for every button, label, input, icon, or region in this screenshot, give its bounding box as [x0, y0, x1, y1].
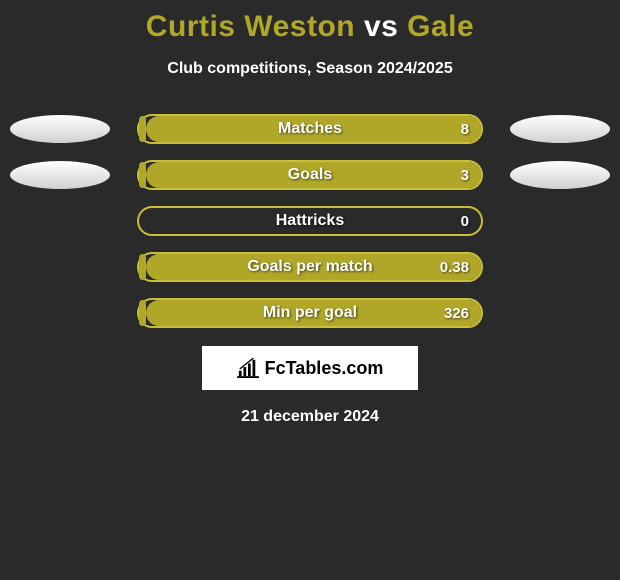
stat-value-right: 326 — [444, 305, 469, 322]
page-title: Curtis Weston vs Gale — [0, 0, 620, 44]
player2-name: Gale — [407, 10, 474, 43]
player1-marker-ellipse — [10, 161, 110, 189]
logo-box: FcTables.com — [202, 346, 418, 390]
stat-bar: Matches 8 — [137, 114, 483, 144]
player2-marker-ellipse — [510, 115, 610, 143]
stat-bar: Min per goal 326 — [137, 298, 483, 328]
vs-text: vs — [364, 10, 398, 43]
stat-bar-fill-left — [139, 300, 146, 326]
subtitle: Club competitions, Season 2024/2025 — [0, 60, 620, 78]
logo-text: FcTables.com — [265, 358, 384, 379]
player1-marker-ellipse — [10, 115, 110, 143]
stat-label: Matches — [278, 120, 342, 138]
stat-value-right: 0 — [461, 213, 469, 230]
stat-label: Hattricks — [276, 212, 344, 230]
stats-area: Matches 8 Goals 3 Hattricks 0 Goals per match 0… — [0, 114, 620, 328]
stat-bar-fill-left — [139, 254, 146, 280]
stat-label: Goals per match — [247, 258, 372, 276]
comparison-card: Curtis Weston vs Gale Club competitions,… — [0, 0, 620, 580]
stat-bar: Goals 3 — [137, 160, 483, 190]
stat-row: Hattricks 0 — [0, 206, 620, 236]
stat-label: Goals — [288, 166, 332, 184]
stat-value-right: 0.38 — [440, 259, 469, 276]
stat-label: Min per goal — [263, 304, 357, 322]
stat-bar: Goals per match 0.38 — [137, 252, 483, 282]
player2-marker-ellipse — [510, 161, 610, 189]
player1-name: Curtis Weston — [146, 10, 355, 43]
stat-value-right: 8 — [461, 121, 469, 138]
stat-row: Goals per match 0.38 — [0, 252, 620, 282]
stat-bar: Hattricks 0 — [137, 206, 483, 236]
stat-row: Min per goal 326 — [0, 298, 620, 328]
bar-chart-icon — [237, 358, 259, 378]
stat-bar-fill-left — [139, 162, 146, 188]
date-text: 21 december 2024 — [0, 408, 620, 426]
stat-value-right: 3 — [461, 167, 469, 184]
stat-row: Goals 3 — [0, 160, 620, 190]
stat-bar-fill-left — [139, 116, 146, 142]
stat-row: Matches 8 — [0, 114, 620, 144]
